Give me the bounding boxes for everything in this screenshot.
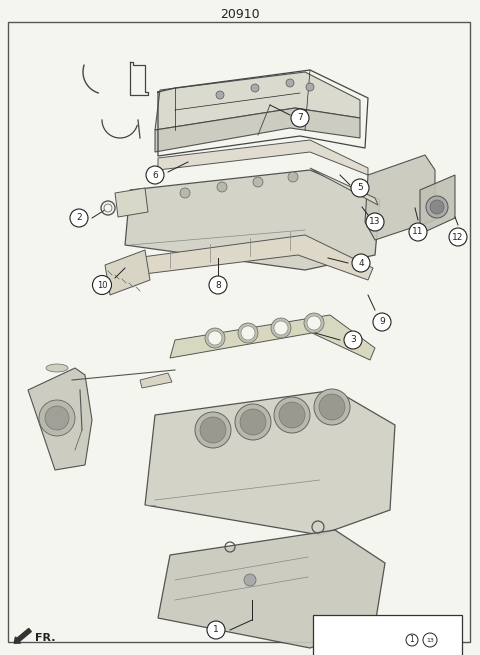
Text: 1: 1	[409, 635, 414, 645]
Circle shape	[251, 84, 259, 92]
Polygon shape	[145, 390, 395, 535]
Polygon shape	[310, 168, 378, 205]
Text: 13: 13	[369, 217, 381, 227]
Circle shape	[244, 574, 256, 586]
Circle shape	[314, 389, 350, 425]
Circle shape	[366, 213, 384, 231]
Circle shape	[430, 200, 444, 214]
Polygon shape	[170, 315, 375, 360]
Circle shape	[373, 313, 391, 331]
Polygon shape	[155, 72, 360, 130]
Text: ~: ~	[416, 635, 424, 645]
Circle shape	[406, 634, 418, 646]
Text: 8: 8	[215, 280, 221, 290]
Text: NOTE: NOTE	[320, 618, 345, 627]
Circle shape	[274, 397, 310, 433]
FancyBboxPatch shape	[313, 615, 462, 655]
Polygon shape	[140, 373, 172, 388]
Circle shape	[146, 166, 164, 184]
Circle shape	[39, 400, 75, 436]
Circle shape	[195, 412, 231, 448]
Text: FR.: FR.	[35, 633, 56, 643]
Ellipse shape	[46, 364, 68, 372]
Text: 12: 12	[452, 233, 464, 242]
Circle shape	[274, 321, 288, 335]
Polygon shape	[128, 235, 373, 280]
Text: 4: 4	[358, 259, 364, 267]
Circle shape	[291, 109, 309, 127]
Circle shape	[209, 276, 227, 294]
Circle shape	[304, 313, 324, 333]
Circle shape	[240, 409, 266, 435]
Text: 13: 13	[426, 637, 434, 643]
FancyArrow shape	[14, 628, 31, 643]
Circle shape	[306, 83, 314, 91]
Circle shape	[423, 633, 437, 647]
Circle shape	[205, 328, 225, 348]
Polygon shape	[125, 170, 380, 270]
Circle shape	[70, 209, 88, 227]
Text: 20910: 20910	[220, 7, 260, 20]
Text: 9: 9	[379, 318, 385, 326]
Text: 5: 5	[357, 183, 363, 193]
Text: 2: 2	[76, 214, 82, 223]
Circle shape	[45, 406, 69, 430]
Circle shape	[238, 323, 258, 343]
Circle shape	[288, 172, 298, 182]
Circle shape	[253, 177, 263, 187]
Text: 3: 3	[350, 335, 356, 345]
Circle shape	[286, 79, 294, 87]
Text: 6: 6	[152, 170, 158, 179]
Circle shape	[344, 331, 362, 349]
Polygon shape	[115, 188, 148, 217]
Circle shape	[279, 402, 305, 428]
Circle shape	[207, 621, 225, 639]
Polygon shape	[28, 368, 92, 470]
Circle shape	[104, 204, 112, 212]
Circle shape	[319, 394, 345, 420]
Circle shape	[271, 318, 291, 338]
Polygon shape	[155, 108, 360, 152]
Circle shape	[409, 223, 427, 241]
Polygon shape	[158, 140, 368, 175]
Circle shape	[352, 254, 370, 272]
Circle shape	[449, 228, 467, 246]
Text: 1: 1	[213, 626, 219, 635]
Circle shape	[200, 417, 226, 443]
Polygon shape	[158, 530, 385, 648]
Circle shape	[180, 188, 190, 198]
Circle shape	[241, 326, 255, 340]
Circle shape	[93, 276, 111, 295]
Circle shape	[217, 182, 227, 192]
Text: THE NO. 20920 :: THE NO. 20920 :	[320, 635, 397, 645]
Text: 10: 10	[97, 280, 107, 290]
Polygon shape	[420, 175, 455, 234]
Text: 11: 11	[412, 227, 424, 236]
Text: 7: 7	[297, 113, 303, 122]
Polygon shape	[105, 250, 150, 295]
Circle shape	[216, 91, 224, 99]
Polygon shape	[365, 155, 435, 240]
Circle shape	[307, 316, 321, 330]
Circle shape	[235, 404, 271, 440]
Circle shape	[208, 331, 222, 345]
Circle shape	[351, 179, 369, 197]
Circle shape	[426, 196, 448, 218]
